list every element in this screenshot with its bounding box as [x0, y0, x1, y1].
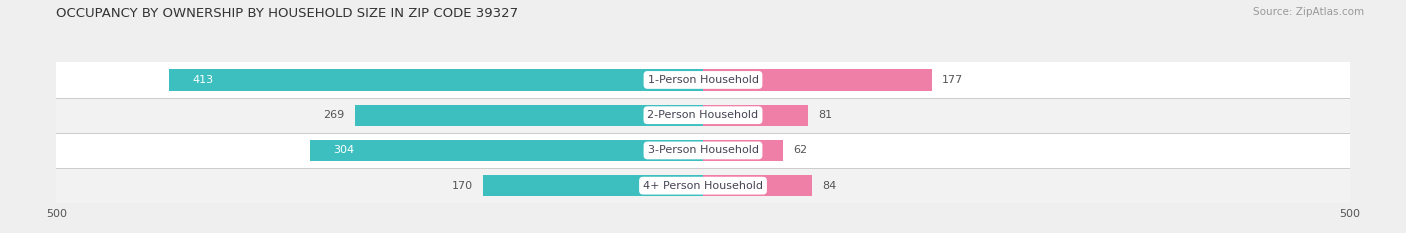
Text: 269: 269 [323, 110, 344, 120]
Text: 413: 413 [193, 75, 214, 85]
Bar [0, 98, 1406, 133]
Bar [703, 175, 811, 196]
Text: 62: 62 [793, 145, 807, 155]
Bar [0, 168, 1406, 203]
Bar [703, 69, 932, 91]
Bar [0, 133, 1406, 168]
Bar [0, 62, 1406, 98]
Text: 2-Person Household: 2-Person Household [647, 110, 759, 120]
Text: 170: 170 [451, 181, 472, 191]
Bar [484, 175, 703, 196]
Text: 4+ Person Household: 4+ Person Household [643, 181, 763, 191]
Text: 3-Person Household: 3-Person Household [648, 145, 758, 155]
Text: 304: 304 [333, 145, 354, 155]
Bar [703, 105, 808, 126]
Text: 84: 84 [823, 181, 837, 191]
Bar [703, 140, 783, 161]
Text: 81: 81 [818, 110, 832, 120]
Bar [356, 105, 703, 126]
Text: Source: ZipAtlas.com: Source: ZipAtlas.com [1253, 7, 1364, 17]
Text: OCCUPANCY BY OWNERSHIP BY HOUSEHOLD SIZE IN ZIP CODE 39327: OCCUPANCY BY OWNERSHIP BY HOUSEHOLD SIZE… [56, 7, 519, 20]
Text: 177: 177 [942, 75, 963, 85]
Bar [169, 69, 703, 91]
Text: 1-Person Household: 1-Person Household [648, 75, 758, 85]
Bar [309, 140, 703, 161]
